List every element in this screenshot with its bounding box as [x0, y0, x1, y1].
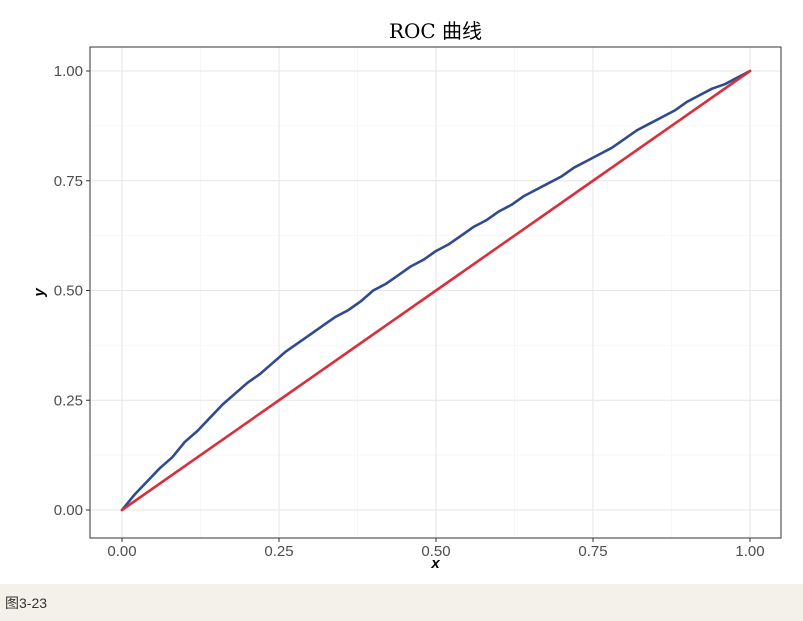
y-axis-title: y	[31, 288, 48, 298]
series-line-1	[120, 69, 752, 512]
x-tick-label: 0.25	[264, 543, 293, 560]
figure-caption: 图3-23	[5, 595, 48, 611]
roc-chart: 0.00 0.25 0.50 0.75 1.00 0.00 0.25 0.50 0.75 1.0…	[31, 19, 782, 572]
y-tick-label: 0.25	[54, 392, 83, 409]
y-tick-label: 1.00	[54, 63, 83, 80]
x-axis-title: x	[430, 555, 440, 572]
y-tick-label: 0.00	[54, 502, 83, 519]
y-axis-ticks: 0.00 0.25 0.50 0.75 1.00	[54, 63, 90, 519]
x-tick-label: 0.50	[421, 543, 450, 560]
x-tick-label: 1.00	[735, 543, 764, 560]
chart-figure: 0.00 0.25 0.50 0.75 1.00 0.00 0.25 0.50 0.75 1.0…	[0, 0, 803, 584]
chart-title: ROC 曲线	[389, 19, 482, 43]
y-tick-label: 0.75	[54, 173, 83, 190]
x-axis-ticks: 0.00 0.25 0.50 0.75 1.00	[107, 538, 765, 560]
series-layer	[120, 69, 752, 512]
x-tick-label: 0.75	[578, 543, 607, 560]
series-line-2	[120, 69, 752, 512]
x-tick-label: 0.00	[107, 543, 136, 560]
y-tick-label: 0.50	[54, 283, 83, 300]
